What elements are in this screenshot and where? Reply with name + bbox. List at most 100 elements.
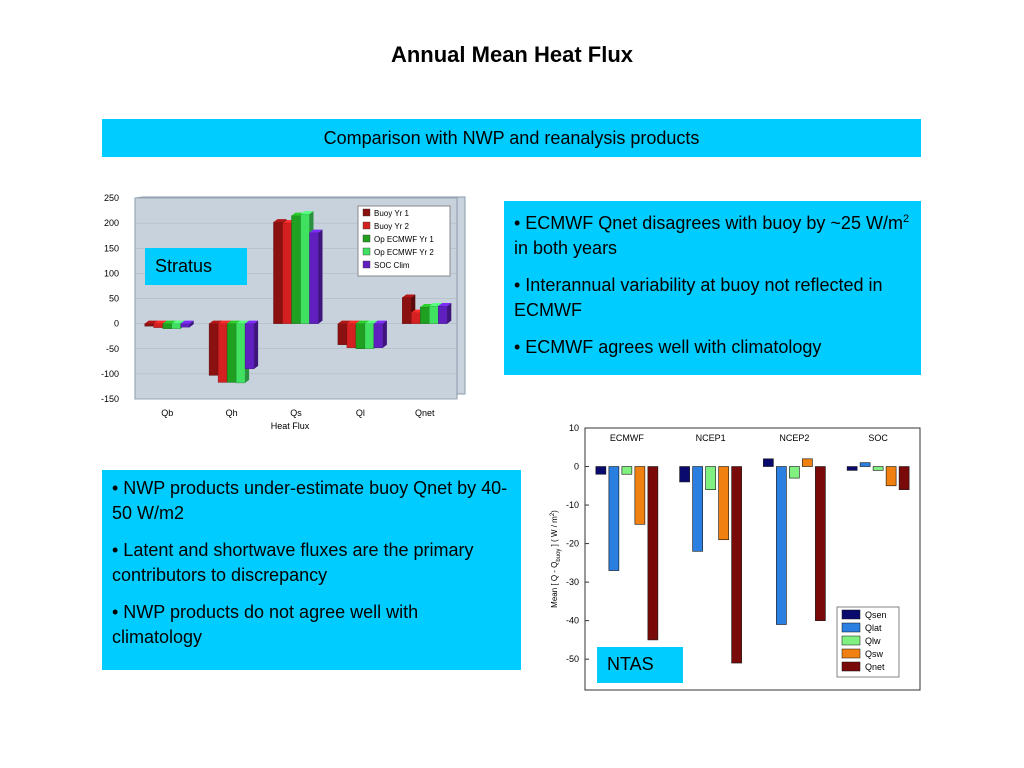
y-tick-label: -50 bbox=[106, 344, 119, 354]
y-axis-label-sub: buoy bbox=[556, 549, 562, 562]
bar-qlat-soc bbox=[859, 462, 871, 467]
legend: Buoy Yr 1 Buoy Yr 2 Op ECMWF Yr 1 Op ECMWF … bbox=[357, 205, 451, 277]
legend: Qsen Qlat Qlw Qsw Qnet bbox=[836, 606, 900, 678]
bar-face bbox=[411, 312, 421, 324]
bar-top bbox=[309, 229, 323, 233]
bar-qlat-ecmwf bbox=[608, 466, 620, 571]
bar-top bbox=[162, 320, 176, 324]
bar-face bbox=[346, 323, 357, 348]
legend-box bbox=[357, 205, 451, 277]
bar-face bbox=[244, 323, 255, 370]
category-label: SOC bbox=[868, 433, 888, 443]
bar-qsw-ncep2 bbox=[802, 458, 813, 467]
bar-qsen-ncep1 bbox=[679, 466, 690, 483]
bar-face bbox=[153, 323, 163, 328]
legend-label: Qlat bbox=[865, 623, 882, 633]
nwp-bullet-1: • NWP products under-estimate buoy Qnet … bbox=[112, 478, 508, 523]
y-tick-label: -100 bbox=[101, 369, 119, 379]
bar-face bbox=[273, 221, 283, 324]
ecmwf-bullets-box: • ECMWF Qnet disagrees with buoy by ~25 … bbox=[504, 201, 921, 375]
bar-face bbox=[429, 305, 439, 324]
legend-swatch bbox=[841, 622, 861, 633]
bar-qsw-ncep1 bbox=[718, 466, 729, 541]
bar-top bbox=[438, 303, 452, 307]
legend-swatch bbox=[841, 648, 861, 659]
y-tick-label: 200 bbox=[104, 218, 119, 228]
stratus-label: Stratus bbox=[145, 248, 247, 285]
y-tick-label: 100 bbox=[104, 268, 119, 278]
bar-face bbox=[282, 222, 292, 324]
y-axis-label-sup: 2 bbox=[550, 512, 556, 516]
bar-top bbox=[227, 320, 241, 324]
x-tick-label: Qnet bbox=[415, 408, 435, 418]
bar-face bbox=[171, 323, 181, 329]
bar-face bbox=[337, 323, 348, 345]
ecmwf-bullet-1: • ECMWF Qnet disagrees with buoy by ~25 … bbox=[514, 207, 911, 261]
bar-face bbox=[217, 323, 228, 383]
bar-top bbox=[402, 294, 416, 298]
bar-face bbox=[300, 213, 310, 324]
bar-soc-clim-qs bbox=[309, 229, 323, 324]
legend-label: Qnet bbox=[865, 662, 885, 672]
y-tick-label: 0 bbox=[574, 462, 579, 472]
bar-qnet-soc bbox=[898, 466, 910, 490]
bar-face bbox=[402, 297, 412, 324]
legend-label: Qlw bbox=[865, 636, 881, 646]
x-tick-label: Qb bbox=[161, 408, 173, 418]
bar-face bbox=[162, 323, 172, 329]
category-label: NCEP1 bbox=[696, 433, 726, 443]
legend-label: Op ECMWF Yr 1 bbox=[374, 235, 434, 244]
ecmwf-bullet-3: • ECMWF agrees well with climatology bbox=[514, 337, 822, 357]
legend-swatch bbox=[362, 247, 371, 256]
bar-qnet-ncep1 bbox=[731, 466, 742, 664]
y-tick-label: -20 bbox=[566, 539, 579, 549]
comparison-banner: Comparison with NWP and reanalysis produ… bbox=[102, 119, 921, 157]
bar-face bbox=[226, 323, 237, 383]
bar-face bbox=[309, 232, 319, 324]
legend-label: Buoy Yr 2 bbox=[374, 222, 410, 231]
bar-side bbox=[189, 320, 194, 328]
bar-face bbox=[208, 323, 219, 376]
legend-label: Buoy Yr 1 bbox=[374, 209, 410, 218]
x-tick-label: Ql bbox=[356, 408, 365, 418]
stratus-chart-svg: 250 200 150 100 50 0 -50 -100 -150 Qb Qh Qs Ql Qnet He… bbox=[101, 193, 466, 431]
bar-qnet-ecmwf bbox=[647, 466, 659, 641]
bar-side bbox=[447, 303, 452, 324]
y-tick-label: -40 bbox=[566, 616, 579, 626]
legend-swatch bbox=[841, 635, 861, 646]
x-tick-label: Qh bbox=[226, 408, 238, 418]
bar-qsw-soc bbox=[885, 466, 897, 487]
bar-top bbox=[355, 320, 369, 324]
bar-face bbox=[373, 323, 384, 348]
ntas-label: NTAS bbox=[597, 647, 683, 683]
bar-face bbox=[420, 306, 430, 324]
nwp-bullet-3: • NWP products do not agree well with cl… bbox=[112, 602, 419, 647]
bar-face bbox=[438, 305, 448, 324]
bar-soc-clim-qnet bbox=[438, 303, 452, 324]
y-tick-label: 50 bbox=[109, 294, 119, 304]
bar-top bbox=[144, 320, 158, 324]
bar-top bbox=[180, 320, 194, 324]
bar-soc-clim-ql bbox=[373, 320, 387, 348]
bar-top bbox=[300, 211, 314, 215]
bar-top bbox=[245, 320, 259, 324]
ntas-flux-difference-chart: 10 0 -10 -20 -30 -40 -50 Mean [ Q - Qbuoy ] ( W… bbox=[535, 420, 925, 695]
legend-label: Qsen bbox=[865, 610, 887, 620]
ecmwf-bullet-1-tail: in both years bbox=[514, 238, 618, 258]
y-tick-label: 250 bbox=[104, 193, 119, 203]
bar-face bbox=[355, 323, 366, 349]
bar-qsen-soc bbox=[846, 466, 858, 471]
bar-qlw-ecmwf bbox=[621, 466, 633, 475]
y-tick-label: 0 bbox=[114, 319, 119, 329]
bar-face bbox=[235, 323, 246, 384]
bar-top bbox=[346, 320, 360, 324]
y-tick-label: 150 bbox=[104, 243, 119, 253]
bar-qlat-ncep2 bbox=[776, 466, 787, 625]
y-tick-label: -10 bbox=[566, 500, 579, 510]
legend-label: SOC Clim bbox=[374, 261, 410, 270]
x-axis-label: Heat Flux bbox=[271, 421, 310, 431]
bar-top bbox=[337, 320, 351, 324]
bar-soc-clim-qh bbox=[244, 320, 259, 370]
bar-top bbox=[364, 320, 378, 324]
category-label: NCEP2 bbox=[779, 433, 809, 443]
